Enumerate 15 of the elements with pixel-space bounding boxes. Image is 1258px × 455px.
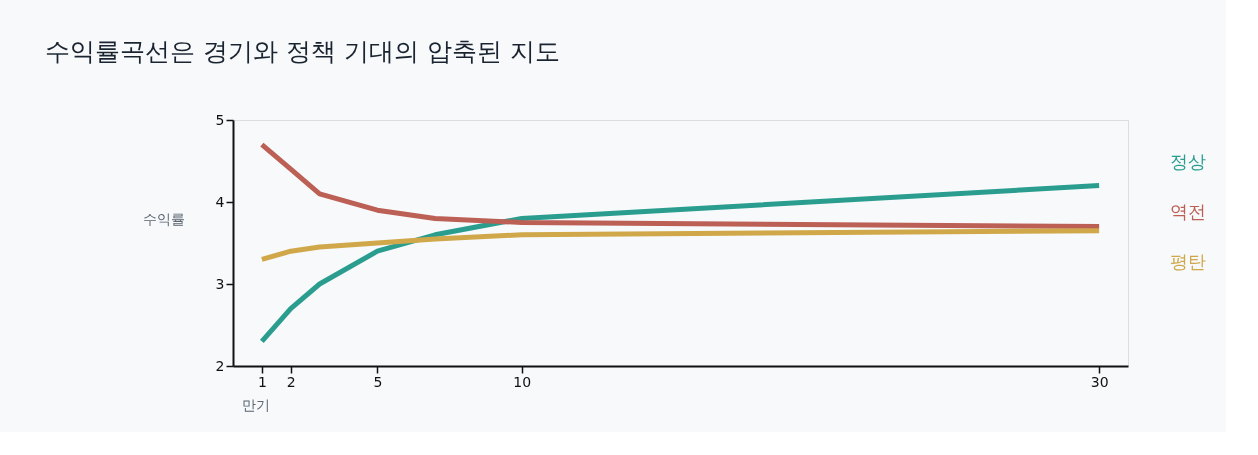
y-tick-label: 5 — [215, 111, 225, 128]
text: 정상 — [1170, 151, 1206, 172]
x-tick-label: 5 — [373, 373, 383, 390]
x-tick-label: 30 — [1090, 373, 1109, 390]
x-axis-title: 만기 — [241, 396, 270, 413]
y-tick-label: 2 — [215, 357, 225, 374]
text: 역전 — [1170, 201, 1206, 222]
y-tick-label: 3 — [215, 275, 225, 292]
x-tick-label: 2 — [286, 373, 296, 390]
x-tick-label: 10 — [513, 373, 532, 390]
y-axis-title: 수익률 — [142, 210, 185, 227]
y-tick-label: 4 — [215, 193, 225, 210]
x-tick-label: 1 — [257, 373, 267, 390]
text: 평탄 — [1170, 251, 1206, 272]
chart-title: 수익률곡선은 경기와 정책 기대의 압축된 지도 — [45, 37, 560, 66]
